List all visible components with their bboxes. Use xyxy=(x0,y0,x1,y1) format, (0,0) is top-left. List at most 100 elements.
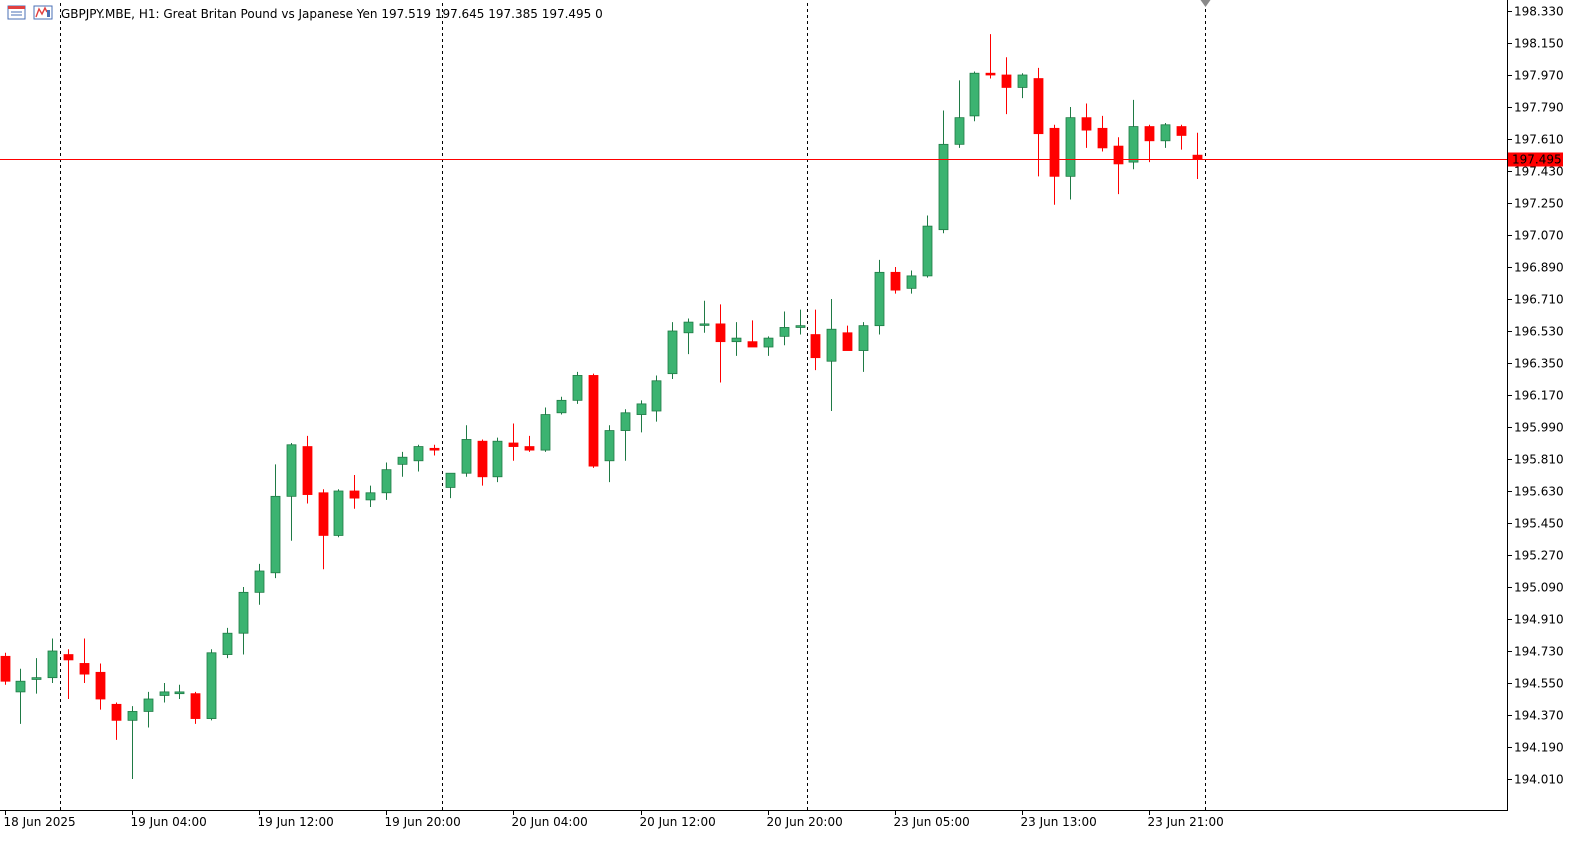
candle-body xyxy=(47,650,58,679)
candle-15 xyxy=(238,587,249,655)
candle-body xyxy=(79,663,90,675)
y-tick-label-7: 197.070 xyxy=(1514,229,1564,243)
candle-body xyxy=(302,446,313,495)
candle-body xyxy=(540,414,551,451)
candle-body xyxy=(651,380,662,412)
x-tick-label-4: 20 Jun 04:00 xyxy=(512,815,588,829)
chart-list-icon[interactable] xyxy=(7,5,26,20)
candle-body xyxy=(588,375,599,467)
candle-body xyxy=(842,332,853,351)
candle-19 xyxy=(302,435,313,504)
candle-30 xyxy=(477,439,488,486)
candle-body xyxy=(1192,154,1203,160)
chart-header: GBPJPY.MBE, H1: Great Britan Pound vs Ja… xyxy=(7,5,603,21)
candle-16 xyxy=(254,563,265,605)
bar-shift-marker-icon[interactable] xyxy=(1200,0,1211,7)
candle-22 xyxy=(349,475,360,509)
candle-72 xyxy=(1144,124,1155,163)
x-tick-label-3: 19 Jun 20:00 xyxy=(385,815,461,829)
y-tick-label-1: 198.150 xyxy=(1514,37,1564,51)
candle-body xyxy=(763,337,774,348)
candle-68 xyxy=(1081,103,1092,148)
y-tick-label-2: 197.970 xyxy=(1514,69,1564,83)
candle-40 xyxy=(636,400,647,433)
candle-body xyxy=(715,323,726,343)
candle-body xyxy=(365,492,376,501)
candle-body xyxy=(381,469,392,494)
y-tick-label-6: 197.250 xyxy=(1514,197,1564,211)
candle-body xyxy=(222,632,233,655)
x-tick-label-9: 23 Jun 21:00 xyxy=(1148,815,1224,829)
candle-28 xyxy=(445,472,456,499)
candle-body xyxy=(349,490,360,499)
candle-body xyxy=(63,654,74,661)
y-tick-label-17: 195.270 xyxy=(1514,549,1564,563)
candle-38 xyxy=(604,425,615,483)
candle-32 xyxy=(508,423,519,461)
candle-67 xyxy=(1065,107,1076,200)
candle-2 xyxy=(31,658,42,694)
candle-body xyxy=(795,325,806,328)
y-tick-label-20: 194.730 xyxy=(1514,645,1564,659)
candle-body xyxy=(445,472,456,488)
y-tick-label-9: 196.710 xyxy=(1514,293,1564,307)
candles xyxy=(0,34,1203,779)
candle-60 xyxy=(954,80,965,148)
x-tick-label-1: 19 Jun 04:00 xyxy=(131,815,207,829)
candle-4 xyxy=(63,649,74,699)
candle-body xyxy=(620,412,631,431)
y-tick-label-21: 194.550 xyxy=(1514,677,1564,691)
candle-body xyxy=(461,439,472,474)
candle-body xyxy=(238,591,249,634)
candle-body xyxy=(1160,124,1171,142)
price-axis: 198.330 198.150 197.970 197.790 197.610 197.4… xyxy=(1508,5,1564,787)
candle-18 xyxy=(286,443,297,541)
candle-body xyxy=(667,330,678,375)
x-tick-label-8: 23 Jun 13:00 xyxy=(1021,815,1097,829)
candle-63 xyxy=(1001,57,1012,115)
price-axis-border xyxy=(1507,0,1508,810)
candle-body xyxy=(111,703,122,721)
candle-6 xyxy=(95,663,106,710)
candle-13 xyxy=(206,649,217,721)
candle-body xyxy=(413,446,424,462)
candle-44 xyxy=(699,300,710,333)
symbol-name: GBPJPY.MBE xyxy=(61,7,131,21)
candle-body xyxy=(1001,74,1012,88)
candle-43 xyxy=(683,318,694,355)
candle-body xyxy=(810,334,821,359)
y-tick-label-3: 197.790 xyxy=(1514,101,1564,115)
candle-70 xyxy=(1113,137,1124,195)
candle-74 xyxy=(1176,124,1187,150)
candle-body xyxy=(333,490,344,536)
indicator-icon[interactable] xyxy=(33,5,53,20)
candle-12 xyxy=(190,691,201,724)
candle-body xyxy=(0,655,11,682)
candle-14 xyxy=(222,627,233,659)
candle-37 xyxy=(588,373,599,468)
candle-45 xyxy=(715,304,726,383)
candle-body xyxy=(1113,145,1124,165)
candle-75 xyxy=(1192,132,1203,179)
candle-65 xyxy=(1033,67,1044,177)
candle-17 xyxy=(270,464,281,579)
candle-body xyxy=(922,225,933,277)
symbol-description: Great Britan Pound vs Japanese Yen xyxy=(163,7,377,21)
period-separators xyxy=(60,3,1206,810)
candle-7 xyxy=(111,702,122,740)
candle-body xyxy=(254,570,265,593)
y-tick-label-10: 196.530 xyxy=(1514,325,1564,339)
candle-body xyxy=(477,440,488,478)
svg-text:GBPJPY.MBE, H1: Great Britan: GBPJPY.MBE, H1: Great Britan Pound vs Ja… xyxy=(61,7,603,21)
candle-73 xyxy=(1160,123,1171,148)
candle-26 xyxy=(413,444,424,472)
candle-body xyxy=(1065,117,1076,177)
candle-41 xyxy=(651,375,662,422)
candle-body xyxy=(954,117,965,145)
candle-body xyxy=(190,693,201,719)
candle-33 xyxy=(524,435,535,452)
candle-body xyxy=(890,271,901,291)
candle-62 xyxy=(985,34,996,79)
candle-body xyxy=(1128,126,1139,163)
